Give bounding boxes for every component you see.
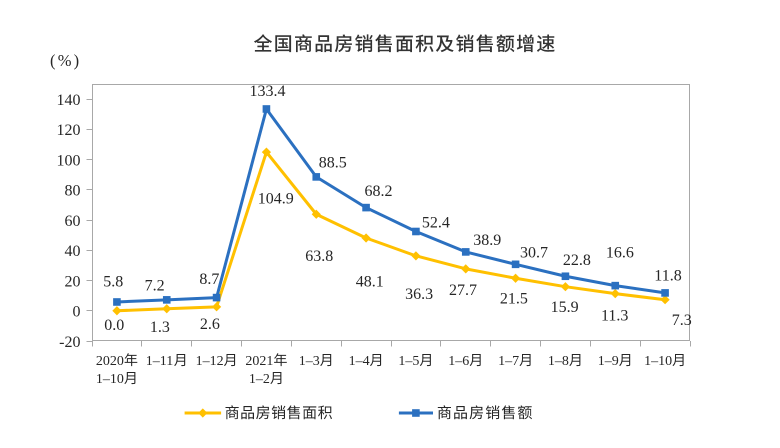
svg-text:38.9: 38.9 bbox=[473, 232, 501, 249]
svg-text:21.5: 21.5 bbox=[500, 291, 528, 308]
svg-text:48.1: 48.1 bbox=[356, 274, 384, 291]
svg-text:5.8: 5.8 bbox=[103, 274, 123, 291]
svg-text:120: 120 bbox=[57, 122, 81, 139]
svg-text:11.3: 11.3 bbox=[601, 308, 628, 325]
svg-text:140: 140 bbox=[57, 92, 81, 109]
svg-text:1–3: 1–3 bbox=[299, 354, 320, 369]
svg-text:2021: 2021 bbox=[245, 354, 273, 369]
svg-text:1–5: 1–5 bbox=[398, 354, 419, 369]
svg-text:1–12: 1–12 bbox=[196, 354, 224, 369]
svg-text:16.6: 16.6 bbox=[606, 245, 634, 262]
svg-text:2.6: 2.6 bbox=[200, 316, 220, 333]
svg-text:0: 0 bbox=[73, 304, 81, 321]
svg-text:8.7: 8.7 bbox=[199, 271, 219, 288]
svg-text:52.4: 52.4 bbox=[422, 214, 450, 231]
svg-text:80: 80 bbox=[65, 183, 81, 200]
svg-text:11.8: 11.8 bbox=[654, 268, 681, 285]
svg-text:40: 40 bbox=[65, 243, 81, 260]
svg-text:27.7: 27.7 bbox=[449, 282, 477, 299]
svg-text:36.3: 36.3 bbox=[405, 286, 433, 303]
svg-text:7.2: 7.2 bbox=[145, 278, 165, 295]
svg-text:1–4: 1–4 bbox=[349, 354, 370, 369]
svg-text:15.9: 15.9 bbox=[551, 299, 579, 316]
svg-text:1.3: 1.3 bbox=[150, 319, 170, 336]
svg-text:1–11: 1–11 bbox=[146, 354, 173, 369]
svg-text:0.0: 0.0 bbox=[104, 317, 124, 334]
svg-text:1–10: 1–10 bbox=[644, 354, 672, 369]
svg-text:7.3: 7.3 bbox=[672, 312, 692, 329]
svg-text:104.9: 104.9 bbox=[258, 190, 294, 207]
svg-text:68.2: 68.2 bbox=[365, 183, 393, 200]
svg-text:60: 60 bbox=[65, 213, 81, 230]
svg-text:100: 100 bbox=[57, 152, 81, 169]
svg-text:2020: 2020 bbox=[96, 354, 124, 369]
svg-text:88.5: 88.5 bbox=[319, 155, 347, 172]
svg-text:1–8: 1–8 bbox=[548, 354, 569, 369]
svg-text:(%): (%) bbox=[50, 51, 81, 70]
svg-text:1–10: 1–10 bbox=[96, 372, 124, 387]
svg-text:20: 20 bbox=[65, 273, 81, 290]
svg-text:1–6: 1–6 bbox=[448, 354, 469, 369]
svg-text:1–2: 1–2 bbox=[249, 372, 270, 387]
svg-text:1–7: 1–7 bbox=[498, 354, 519, 369]
svg-text:133.4: 133.4 bbox=[250, 83, 286, 100]
svg-text:63.8: 63.8 bbox=[305, 248, 333, 265]
svg-text:-20: -20 bbox=[59, 334, 80, 351]
svg-text:30.7: 30.7 bbox=[520, 245, 548, 262]
svg-text:22.8: 22.8 bbox=[563, 252, 591, 269]
svg-text:1–9: 1–9 bbox=[598, 354, 619, 369]
